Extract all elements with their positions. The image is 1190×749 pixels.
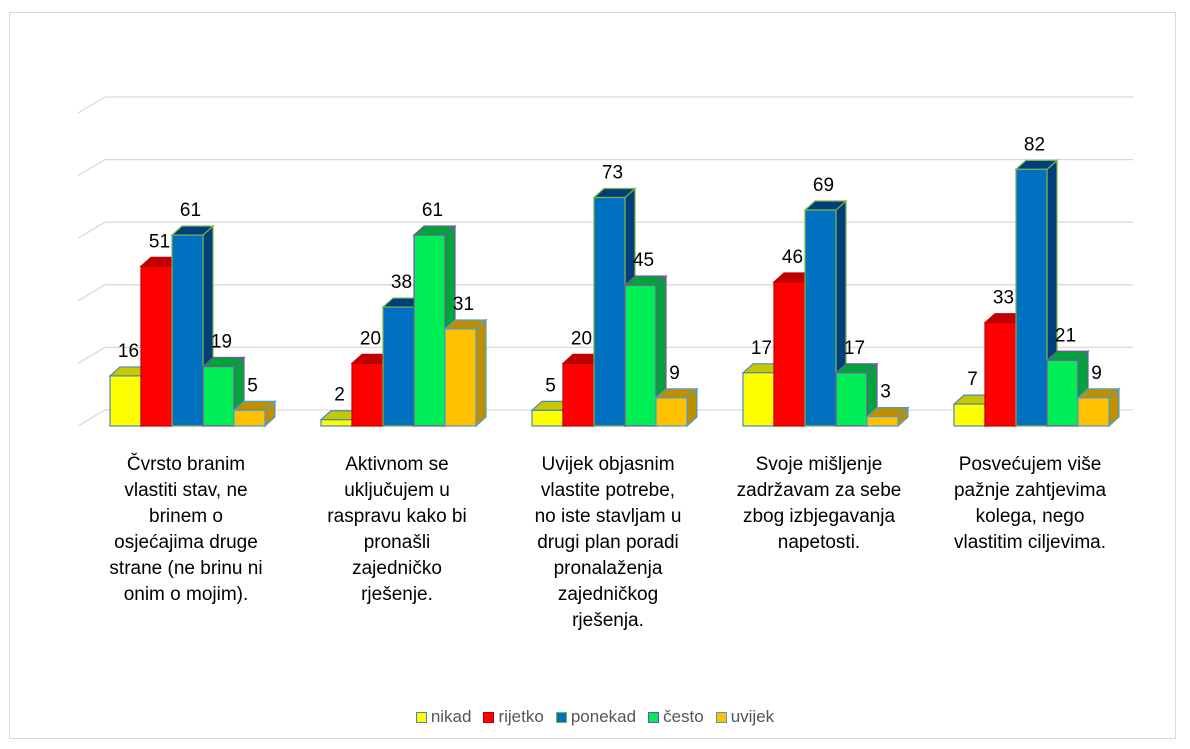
data-label: 33: [993, 288, 1014, 309]
category-label: Uvijek objasnim vlastite potrebe, no ist…: [534, 454, 682, 631]
legend-item: ponekad: [555, 707, 637, 727]
bar-front: [624, 284, 657, 427]
category-label: Aktivnom se uključujem u raspravu kako b…: [327, 454, 467, 605]
gridline: [77, 96, 1133, 114]
legend-label: nikad: [430, 707, 472, 726]
data-label: 2: [334, 385, 345, 406]
data-label: 82: [1024, 134, 1045, 155]
bar-front: [742, 372, 775, 427]
data-label: 7: [967, 369, 978, 390]
data-label: 5: [545, 375, 556, 396]
bar-front: [562, 362, 595, 427]
bar-front: [1015, 168, 1048, 427]
bar: [834, 362, 879, 428]
bar-front: [1046, 359, 1079, 427]
data-label: 31: [453, 294, 474, 315]
legend-label: uvijek: [730, 707, 775, 726]
data-label: 20: [360, 328, 381, 349]
data-label: 51: [149, 231, 170, 252]
bar: [654, 387, 699, 428]
category-label: Svoje mišljenje zadržavam za sebe zbog i…: [736, 454, 902, 553]
data-label: 19: [211, 332, 232, 353]
data-label: 20: [571, 328, 592, 349]
bar-front: [531, 409, 564, 427]
data-label: 9: [669, 363, 680, 384]
gridline: [77, 221, 1133, 239]
bar-front: [171, 234, 204, 427]
bar-front: [773, 281, 806, 427]
gridline: [77, 158, 1133, 177]
data-label: 3: [880, 382, 891, 403]
legend: nikad rijetko ponekad često uvijek: [0, 707, 1190, 727]
bar-front: [140, 265, 173, 427]
bar-front: [202, 365, 235, 427]
data-label: 16: [118, 341, 139, 362]
data-label: 38: [391, 272, 412, 293]
legend-label: rijetko: [498, 707, 544, 726]
legend-swatch: [415, 711, 427, 723]
bar-front: [866, 416, 899, 427]
data-label: 61: [180, 200, 201, 221]
bar: [865, 406, 910, 428]
bar: [232, 400, 277, 428]
data-label: 9: [1091, 363, 1102, 384]
legend-item: rijetko: [483, 707, 544, 727]
data-label: 5: [247, 375, 258, 396]
data-label: 17: [751, 338, 772, 359]
bar-front: [984, 322, 1017, 427]
bar-side: [475, 318, 487, 428]
bar: [592, 187, 637, 428]
legend-swatch: [648, 711, 660, 723]
data-label: 46: [782, 247, 803, 268]
data-label: 21: [1055, 325, 1076, 346]
legend-swatch: [555, 711, 567, 723]
data-label: 17: [844, 338, 865, 359]
legend-label: često: [663, 707, 704, 726]
legend-swatch: [483, 711, 495, 723]
bar-front: [382, 306, 415, 427]
data-label: 69: [813, 175, 834, 196]
bar-front: [320, 419, 353, 427]
bar-front: [1077, 397, 1110, 427]
bar: [1076, 387, 1121, 428]
bar: [623, 274, 668, 428]
data-label: 45: [633, 250, 654, 271]
bar-front: [351, 362, 384, 427]
legend-label: ponekad: [570, 707, 637, 726]
legend-swatch: [715, 711, 727, 723]
legend-item: uvijek: [715, 707, 775, 727]
bar-front: [593, 196, 626, 427]
bar: [170, 224, 215, 428]
legend-item: nikad: [415, 707, 472, 727]
legend-item: često: [648, 707, 704, 727]
data-label: 61: [422, 200, 443, 221]
category-label: Posvećujem više pažnje zahtjevima kolega…: [953, 454, 1107, 553]
bar-front: [109, 375, 142, 427]
bar-front: [444, 328, 477, 427]
bar-front: [835, 372, 868, 427]
data-label: 73: [602, 163, 623, 184]
bar-front: [655, 397, 688, 427]
category-label: Čvrsto branim vlastiti stav, ne brinem o…: [109, 454, 263, 605]
bar-front: [953, 403, 986, 427]
bar: [443, 318, 488, 428]
bar-front: [413, 234, 446, 427]
bar-front: [233, 409, 266, 427]
bar-front: [804, 209, 837, 427]
